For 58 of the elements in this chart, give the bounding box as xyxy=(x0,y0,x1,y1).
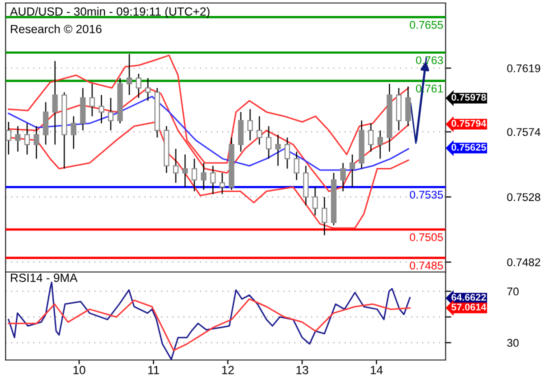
ref-line-label: 0.7485 xyxy=(410,262,443,270)
text: 0.75978 xyxy=(452,94,486,101)
candlestick xyxy=(200,162,206,190)
candlestick xyxy=(340,162,346,192)
line-series xyxy=(8,282,411,360)
candlestick xyxy=(219,172,226,195)
y-tick-label: 0.7528 xyxy=(507,193,540,202)
candlestick xyxy=(192,158,198,192)
candlestick xyxy=(247,108,253,141)
candlestick xyxy=(173,148,179,184)
candlestick xyxy=(42,102,48,146)
candlestick xyxy=(377,130,383,160)
y-tick-label: 30 xyxy=(507,338,519,347)
candlestick xyxy=(284,136,290,170)
candlestick xyxy=(89,83,95,117)
x-tick-label: 11 xyxy=(148,366,160,374)
candlestick xyxy=(34,126,40,160)
y-tick-label: 0.7574 xyxy=(507,128,540,136)
candlestick xyxy=(70,116,76,150)
y-tick-label: 0.7482 xyxy=(507,258,540,266)
candlestick xyxy=(266,126,272,160)
candlestick xyxy=(145,77,151,102)
x-tick-label: 14 xyxy=(370,366,383,374)
candlestick xyxy=(405,86,411,127)
candlestick xyxy=(275,134,281,166)
ref-line-label: 0.7505 xyxy=(410,233,443,242)
y-tick-label: 0.7619 xyxy=(507,64,540,72)
candlestick xyxy=(98,94,104,124)
chart-title: AUD/USD - 30min - 09:19:11 (UTC+2) xyxy=(10,7,210,18)
candlestick xyxy=(126,53,132,96)
candlestick xyxy=(182,154,188,188)
candlestick xyxy=(15,126,21,152)
line-series xyxy=(8,298,411,352)
candlestick xyxy=(256,116,262,146)
ref-line-label: 0.7535 xyxy=(410,190,443,199)
candlestick xyxy=(108,97,114,131)
candlestick xyxy=(322,196,328,236)
candlestick xyxy=(294,151,300,181)
text: 0.75794 xyxy=(452,120,486,127)
candlestick xyxy=(6,121,12,156)
candlestick xyxy=(136,73,142,98)
candlestick xyxy=(312,186,318,216)
text: 0.75625 xyxy=(452,144,486,151)
y-tick-label: 70 xyxy=(507,288,519,296)
candlestick xyxy=(350,154,356,188)
candlestick xyxy=(210,165,216,195)
text: 57.0614 xyxy=(451,304,486,310)
candlestick xyxy=(24,122,30,156)
text: Research © 2016 xyxy=(10,24,102,34)
candlestick xyxy=(52,60,58,146)
text: 64.6622 xyxy=(452,294,486,301)
chart-title: RSI14 - 9MA xyxy=(10,274,78,282)
x-tick-label: 12 xyxy=(222,366,234,374)
x-tick-label: 13 xyxy=(296,366,308,374)
x-tick-label: 10 xyxy=(73,366,86,374)
candlestick xyxy=(368,122,374,152)
line-series xyxy=(8,96,410,171)
ref-line-label: 0.7655 xyxy=(410,20,443,29)
